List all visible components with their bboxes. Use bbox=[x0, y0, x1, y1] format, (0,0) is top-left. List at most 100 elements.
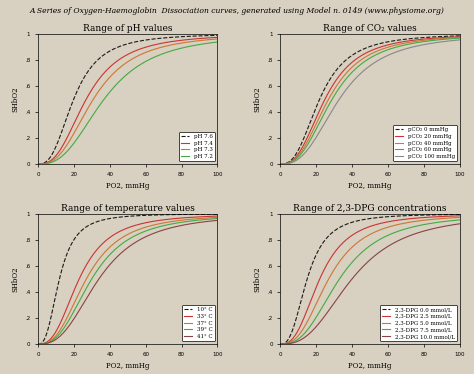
pCO₂ 20 mmHg bbox=[363, 51, 368, 55]
pH 7.3 bbox=[132, 55, 138, 59]
2,3-DPG 2.5 mmol/L bbox=[384, 220, 390, 224]
39° C bbox=[182, 220, 188, 224]
Title: Range of CO₂ values: Range of CO₂ values bbox=[323, 24, 417, 33]
X-axis label: PO2, mmHg: PO2, mmHg bbox=[106, 362, 149, 370]
39° C bbox=[142, 229, 147, 234]
pCO₂ 100 mmHg bbox=[374, 59, 380, 63]
pCO₂ 100 mmHg bbox=[457, 38, 463, 42]
2,3-DPG 2.5 mmol/L bbox=[425, 215, 430, 220]
pCO₂ 40 mmHg bbox=[384, 45, 390, 50]
Line: 33° C: 33° C bbox=[38, 216, 218, 344]
39° C bbox=[215, 216, 220, 221]
Line: 2,3-DPG 10.0 mmol/L: 2,3-DPG 10.0 mmol/L bbox=[280, 224, 460, 344]
2,3-DPG 7.5 mmol/L bbox=[364, 246, 369, 251]
pCO₂ 20 mmHg bbox=[384, 43, 390, 47]
pCO₂ 60 mmHg bbox=[374, 52, 380, 56]
pH 7.4 bbox=[120, 55, 126, 59]
pCO₂ 40 mmHg bbox=[453, 36, 458, 40]
2,3-DPG 7.5 mmol/L bbox=[457, 218, 463, 222]
41° C bbox=[132, 240, 138, 245]
2,3-DPG 0.0 mmol/L bbox=[363, 217, 368, 221]
pCO₂ 40 mmHg bbox=[457, 35, 463, 40]
pH 7.6 bbox=[120, 43, 126, 47]
Line: pH 7.3: pH 7.3 bbox=[38, 39, 218, 164]
39° C bbox=[210, 217, 216, 221]
Legend: pH 7.6, pH 7.4, pH 7.3, pH 7.2: pH 7.6, pH 7.4, pH 7.3, pH 7.2 bbox=[179, 132, 215, 161]
pCO₂ 0 mmHg bbox=[384, 40, 390, 44]
41° C bbox=[210, 218, 216, 223]
41° C bbox=[121, 248, 127, 252]
2,3-DPG 10.0 mmol/L bbox=[425, 228, 430, 232]
33° C bbox=[210, 214, 216, 218]
2,3-DPG 5.0 mmol/L bbox=[374, 229, 380, 233]
pH 7.2 bbox=[142, 60, 147, 64]
2,3-DPG 0.0 mmol/L bbox=[425, 213, 430, 217]
Title: Range of pH values: Range of pH values bbox=[83, 24, 173, 33]
Legend: 10° C, 33° C, 37° C, 39° C, 41° C: 10° C, 33° C, 37° C, 39° C, 41° C bbox=[182, 305, 215, 341]
33° C bbox=[132, 223, 138, 228]
2,3-DPG 0.0 mmol/L bbox=[384, 215, 390, 219]
10° C bbox=[182, 212, 188, 217]
pCO₂ 100 mmHg bbox=[363, 67, 368, 71]
pH 7.6 bbox=[182, 34, 188, 39]
2,3-DPG 0.0 mmol/L bbox=[277, 342, 283, 346]
pH 7.6 bbox=[142, 38, 147, 42]
pCO₂ 20 mmHg bbox=[364, 50, 369, 55]
37° C bbox=[120, 235, 126, 239]
pH 7.2 bbox=[215, 40, 220, 44]
2,3-DPG 0.0 mmol/L bbox=[374, 215, 380, 220]
pH 7.2 bbox=[132, 66, 138, 70]
pH 7.2 bbox=[35, 162, 41, 166]
Legend: pCO₂ 0 mmHg, pCO₂ 20 mmHg, pCO₂ 40 mmHg, pCO₂ 60 mmHg, pCO₂ 100 mmHg: pCO₂ 0 mmHg, pCO₂ 20 mmHg, pCO₂ 40 mmHg,… bbox=[392, 125, 457, 161]
Legend: 2,3-DPG 0.0 mmol/L, 2,3-DPG 2.5 mmol/L, 2,3-DPG 5.0 mmol/L, 2,3-DPG 7.5 mmol/L, : 2,3-DPG 0.0 mmol/L, 2,3-DPG 2.5 mmol/L, … bbox=[380, 305, 457, 341]
pH 7.2 bbox=[182, 45, 188, 49]
2,3-DPG 2.5 mmol/L bbox=[277, 342, 283, 346]
pCO₂ 40 mmHg bbox=[363, 55, 368, 59]
pCO₂ 100 mmHg bbox=[364, 66, 369, 71]
2,3-DPG 2.5 mmol/L bbox=[363, 226, 368, 230]
pCO₂ 100 mmHg bbox=[453, 38, 458, 43]
Line: 10° C: 10° C bbox=[38, 214, 218, 344]
39° C bbox=[35, 342, 41, 346]
2,3-DPG 5.0 mmol/L bbox=[425, 218, 430, 222]
pCO₂ 100 mmHg bbox=[425, 42, 430, 46]
Line: pH 7.6: pH 7.6 bbox=[38, 35, 218, 164]
X-axis label: PO2, mmHg: PO2, mmHg bbox=[348, 362, 392, 370]
pH 7.4 bbox=[35, 162, 41, 166]
Line: 2,3-DPG 5.0 mmol/L: 2,3-DPG 5.0 mmol/L bbox=[280, 217, 460, 344]
33° C bbox=[121, 227, 127, 232]
2,3-DPG 0.0 mmol/L bbox=[457, 212, 463, 217]
pCO₂ 60 mmHg bbox=[364, 58, 369, 62]
pCO₂ 60 mmHg bbox=[457, 36, 463, 40]
pCO₂ 60 mmHg bbox=[363, 59, 368, 63]
2,3-DPG 10.0 mmol/L bbox=[457, 221, 463, 226]
pH 7.6 bbox=[35, 162, 41, 166]
10° C bbox=[121, 214, 127, 219]
Line: 2,3-DPG 2.5 mmol/L: 2,3-DPG 2.5 mmol/L bbox=[280, 216, 460, 344]
41° C bbox=[120, 249, 126, 254]
Line: 2,3-DPG 7.5 mmol/L: 2,3-DPG 7.5 mmol/L bbox=[280, 220, 460, 344]
pCO₂ 60 mmHg bbox=[277, 162, 283, 166]
37° C bbox=[215, 215, 220, 220]
2,3-DPG 5.0 mmol/L bbox=[384, 225, 390, 230]
pCO₂ 0 mmHg bbox=[363, 46, 368, 50]
2,3-DPG 5.0 mmol/L bbox=[363, 235, 368, 239]
2,3-DPG 2.5 mmol/L bbox=[453, 214, 458, 218]
pCO₂ 60 mmHg bbox=[453, 36, 458, 41]
10° C bbox=[210, 212, 216, 216]
2,3-DPG 10.0 mmol/L bbox=[453, 222, 458, 227]
Line: 41° C: 41° C bbox=[38, 220, 218, 344]
pCO₂ 60 mmHg bbox=[425, 39, 430, 43]
2,3-DPG 5.0 mmol/L bbox=[277, 342, 283, 346]
37° C bbox=[182, 218, 188, 222]
33° C bbox=[35, 342, 41, 346]
pH 7.4 bbox=[121, 54, 127, 59]
Title: Range of temperature values: Range of temperature values bbox=[61, 204, 195, 213]
10° C bbox=[132, 214, 138, 218]
33° C bbox=[182, 215, 188, 220]
pH 7.6 bbox=[132, 40, 138, 44]
Text: A Series of Oxygen-Haemoglobin  Dissociation curves, generated using Model n. 01: A Series of Oxygen-Haemoglobin Dissociat… bbox=[29, 7, 445, 15]
pH 7.4 bbox=[132, 49, 138, 53]
41° C bbox=[215, 218, 220, 223]
pCO₂ 40 mmHg bbox=[374, 49, 380, 53]
